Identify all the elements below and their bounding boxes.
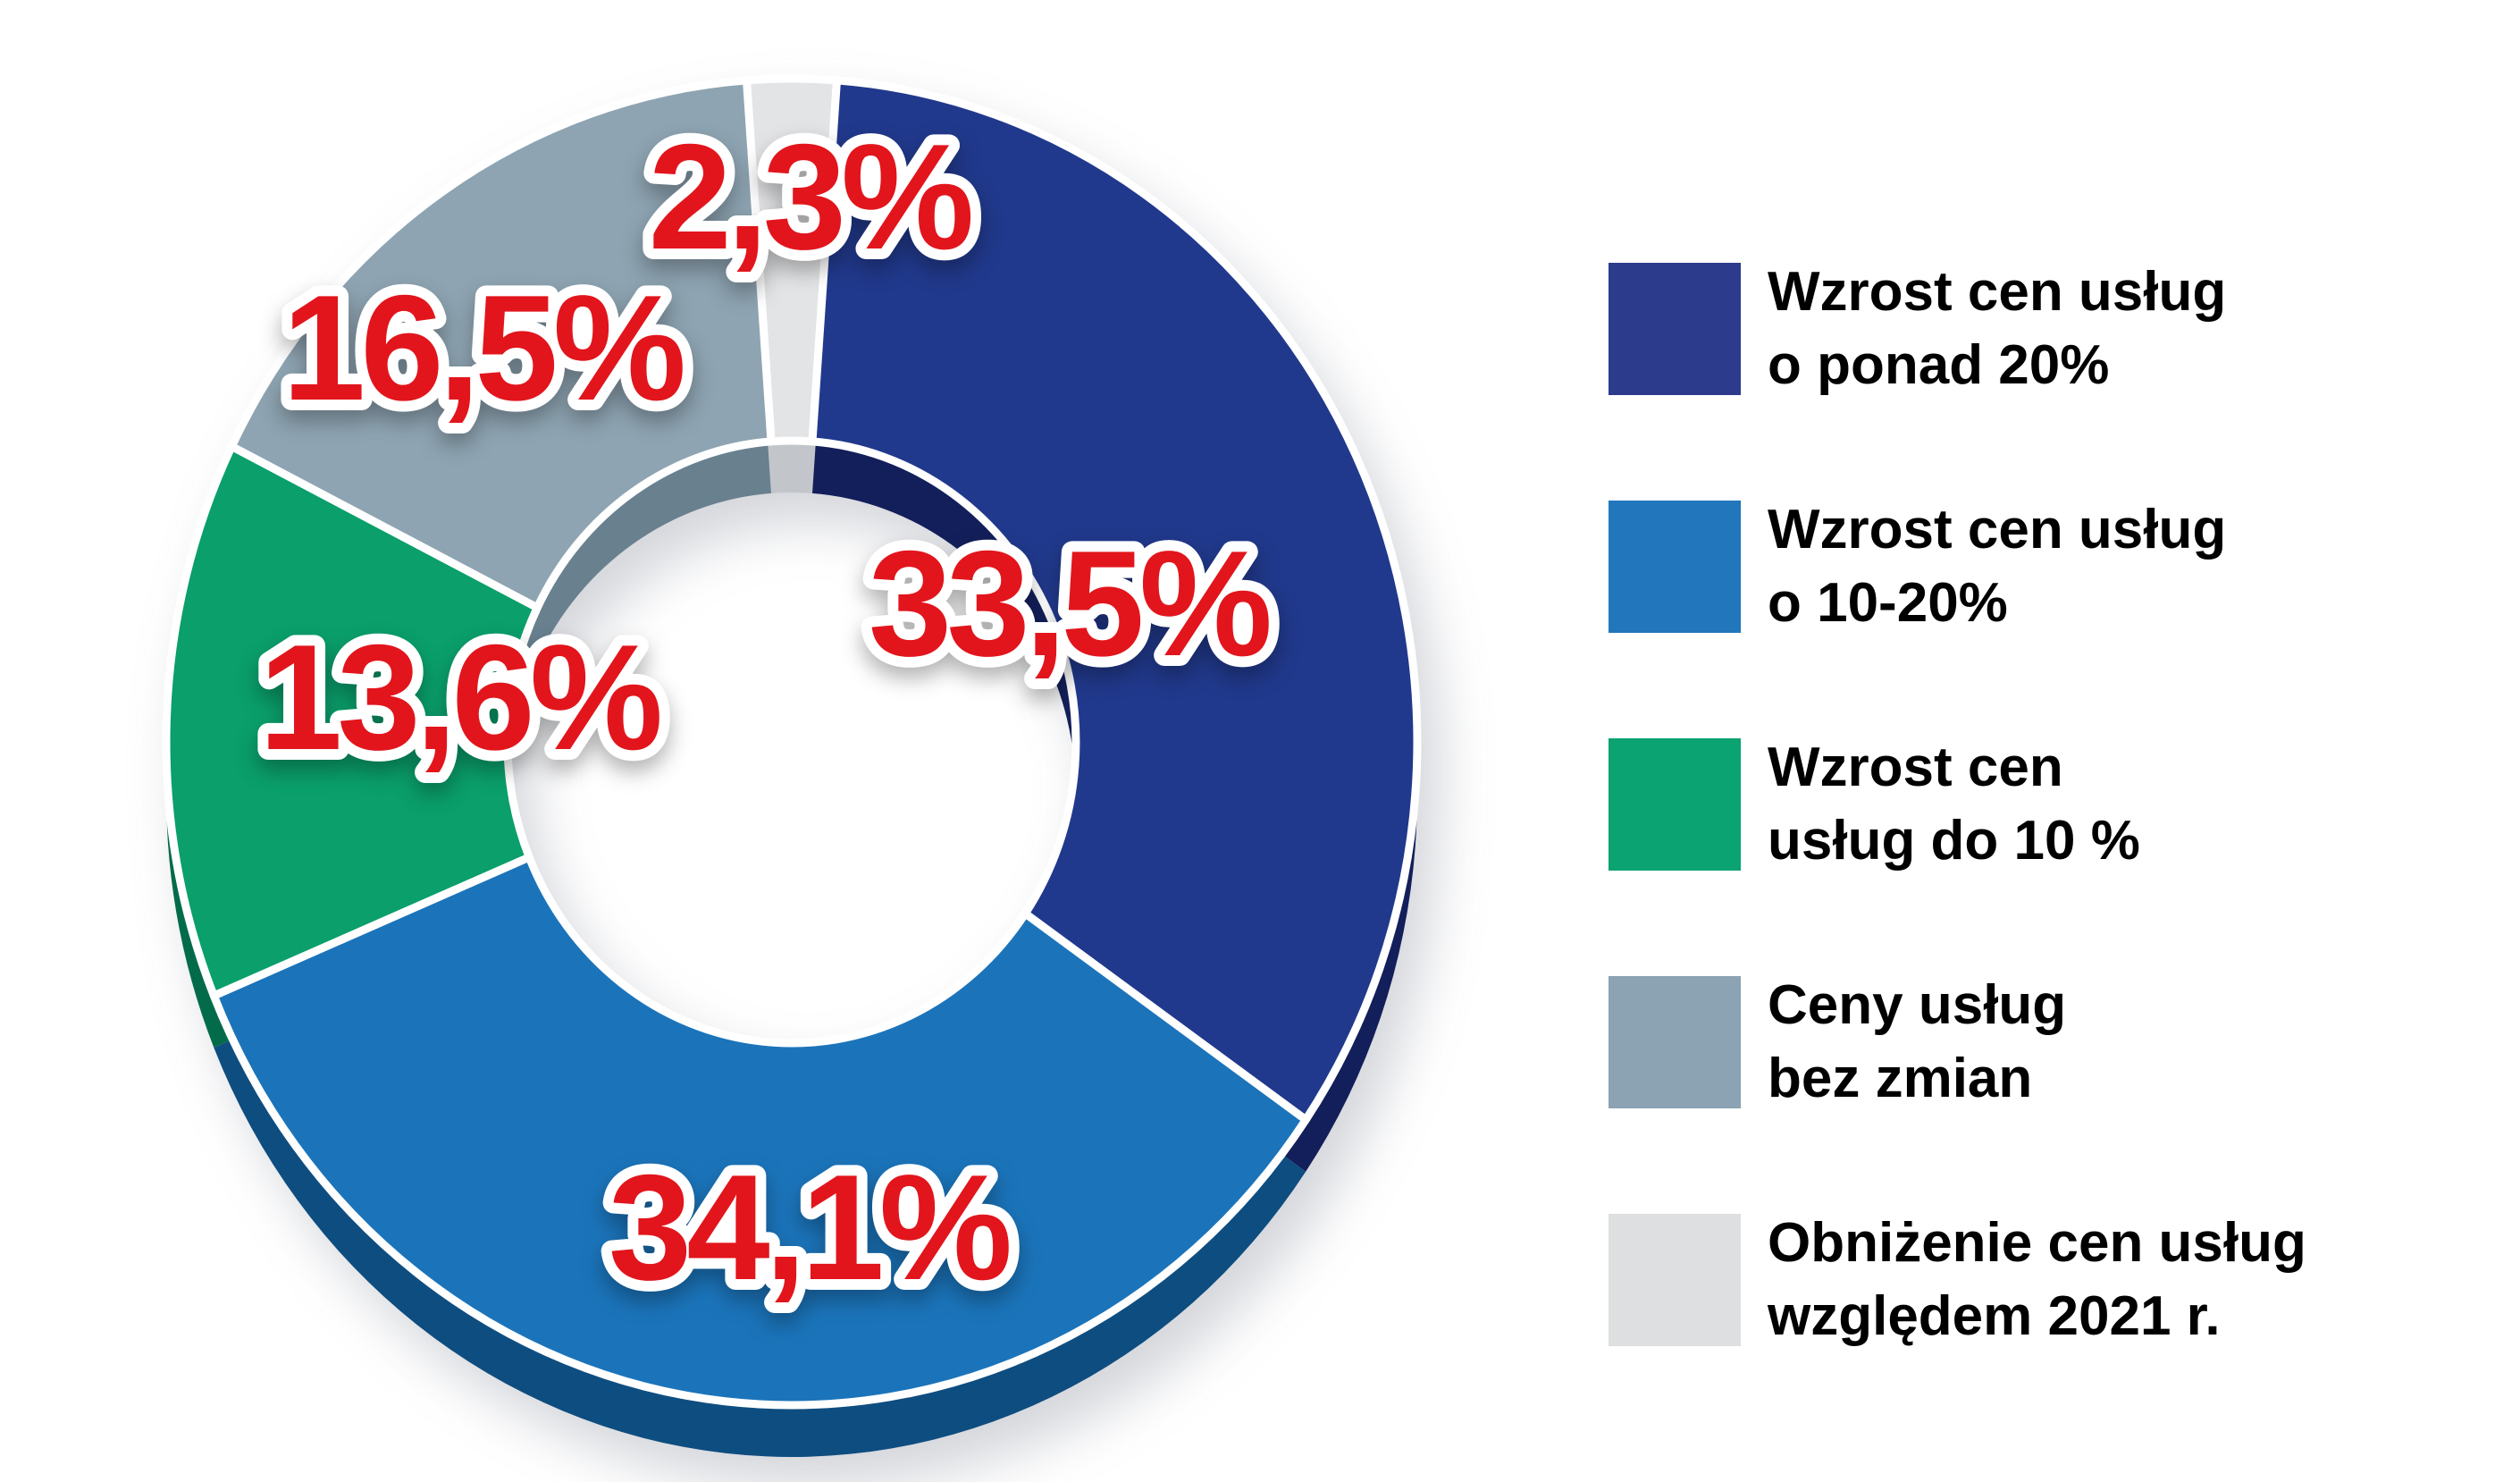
slice-labels: 2,3% 33,5% 34,1% 13,6% 16,5%	[248, 102, 1285, 1322]
slice-value-label-wzrost-10-20: 34,1%	[609, 1143, 1009, 1311]
legend-label-line: Wzrost cen usług	[1768, 261, 2227, 323]
legend-label: Wzrost cen usług do 10 %	[1768, 731, 2140, 878]
legend-label: Wzrost cen usług o ponad 20%	[1768, 256, 2226, 402]
slice-ceny-bez-zmian	[227, 76, 776, 612]
legend-item-wzrost-10-20: Wzrost cen usług o 10-20%	[1609, 493, 2306, 640]
legend-label-line: Wzrost cen	[1768, 737, 2063, 798]
legend-label: Ceny usług bez zmian	[1768, 969, 2066, 1116]
legend-label-line: o ponad 20%	[1768, 334, 2110, 396]
slice-value-label-wzrost-do-10: 13,6%	[259, 613, 659, 781]
legend-label-line: Wzrost cen usług	[1768, 499, 2227, 560]
legend-item-wzrost-ponad-20: Wzrost cen usług o ponad 20%	[1609, 256, 2306, 402]
legend-label-line: o 10-20%	[1768, 572, 2008, 634]
legend-item-obnizenie-cen: Obniżenie cen usług względem 2021 r.	[1609, 1207, 2306, 1353]
slice-value-label-wzrost-ponad-20: 33,5%	[869, 519, 1269, 687]
legend-label: Obniżenie cen usług względem 2021 r.	[1768, 1207, 2306, 1353]
legend-item-ceny-bez-zmian: Ceny usług bez zmian	[1609, 969, 2306, 1116]
legend-item-wzrost-do-10: Wzrost cen usług do 10 %	[1609, 731, 2306, 878]
legend-swatch-green	[1609, 738, 1741, 871]
legend: Wzrost cen usług o ponad 20% Wzrost cen …	[1609, 256, 2306, 1353]
slice-value-label-obnizenie-cen: 2,3%	[649, 113, 971, 281]
slice-wzrost-do-10	[162, 442, 542, 1000]
legend-label: Wzrost cen usług o 10-20%	[1768, 493, 2226, 640]
donut-body	[162, 74, 1422, 1457]
legend-swatch-gray	[1609, 976, 1741, 1108]
legend-label-line: usług do 10 %	[1768, 810, 2140, 872]
slice-value-label-ceny-bez-zmian: 16,5%	[282, 264, 683, 432]
slice-wzrost-10-20	[209, 853, 1310, 1410]
legend-label-line: bez zmian	[1768, 1048, 2033, 1109]
slice-wzrost-ponad-20	[808, 76, 1422, 1124]
legend-label-line: Ceny usług	[1768, 974, 2067, 1036]
legend-swatch-lightgray	[1609, 1214, 1741, 1346]
legend-label-line: Obniżenie cen usług	[1768, 1212, 2306, 1274]
legend-swatch-navy	[1609, 263, 1741, 395]
legend-label-line: względem 2021 r.	[1768, 1285, 2221, 1347]
legend-swatch-blue	[1609, 501, 1741, 633]
